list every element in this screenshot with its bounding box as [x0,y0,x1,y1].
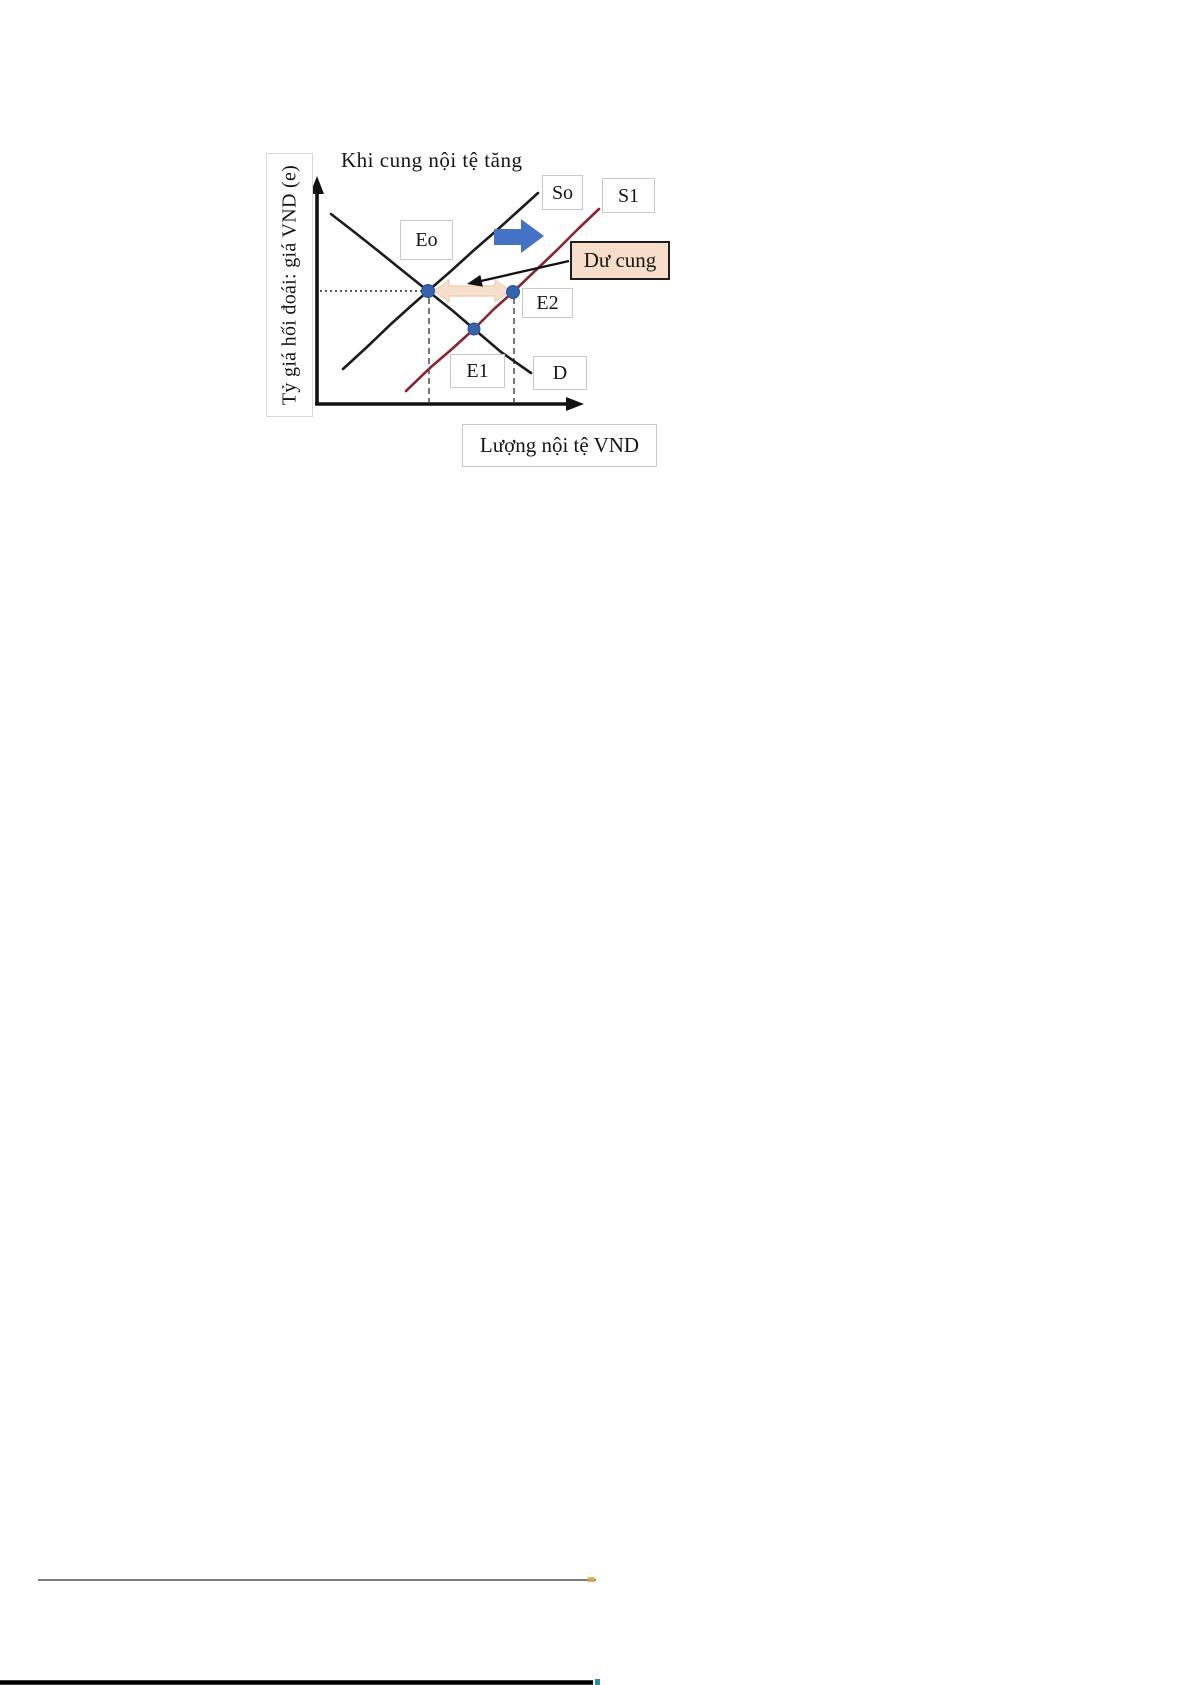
point-label-e2: E2 [536,292,559,314]
label-box-so: So [542,175,583,210]
x-axis-arrowhead-icon [566,397,584,411]
divider-speck [588,1577,595,1582]
supply-shift-arrow-icon [494,219,544,253]
equilibrium-dot-e2 [506,285,520,299]
label-box-d: D [533,356,587,390]
curve-label-d: D [552,362,568,384]
callout-pointer-arrowhead-icon [467,274,483,287]
x-axis-label: Lượng nội tệ VND [479,433,640,457]
y-axis-label-box: Tỷ giá hối đoái: giá VND (e) [266,153,313,417]
curve-label-so: So [551,181,574,204]
x-axis [315,397,584,411]
label-box-s1: S1 [602,178,655,213]
callout-pointer-line [480,259,570,283]
excess-supply-callout: Dư cung [570,241,670,280]
page-divider [38,1577,596,1582]
label-box-e2: E2 [522,288,573,318]
point-label-e1: E1 [466,360,489,382]
equilibrium-dot-e1 [467,322,481,336]
label-box-eo: Eo [400,220,453,260]
curve-label-s1: S1 [617,184,640,207]
excess-supply-callout-label: Dư cung [583,248,657,272]
supply-curve-so [341,191,540,371]
y-axis [310,176,324,404]
y-axis-label: Tỷ giá hối đoái: giá VND (e) [278,164,300,406]
label-box-e1: E1 [450,354,505,388]
chart-title: Khi cung nội tệ tăng [341,148,523,172]
y-axis-arrowhead-icon [310,176,324,194]
page-bottom-rule [0,1679,600,1685]
x-axis-label-box: Lượng nội tệ VND [462,424,657,467]
point-label-eo: Eo [415,229,438,251]
callout-pointer-arrow [467,259,570,287]
bottom-teal-speck [595,1679,600,1685]
equilibrium-dot-eo [421,284,435,298]
supply-curve-s1 [404,207,601,393]
